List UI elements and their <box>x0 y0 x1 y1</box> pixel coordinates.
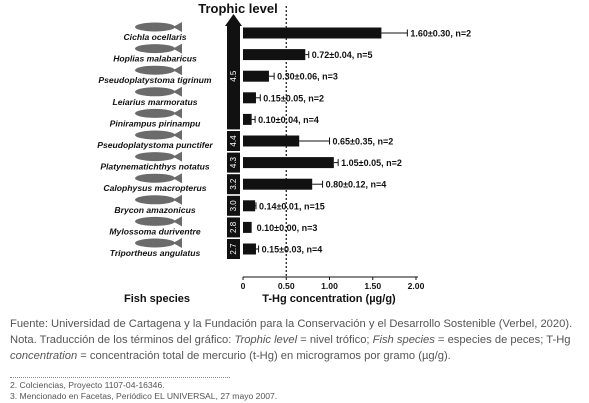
species-label: Calophysus macropterus <box>103 183 206 193</box>
fish-icon <box>135 152 175 162</box>
fish-illustrations <box>135 22 182 248</box>
fish-icon <box>135 216 175 226</box>
fish-tail-icon <box>173 194 182 205</box>
species-label: Triportheus angulatus <box>110 248 201 258</box>
data-label: 0.15±0.03, n=4 <box>262 245 323 255</box>
species-label: Hoplias malabaricus <box>113 54 197 64</box>
data-label: 0.65±0.35, n=2 <box>333 137 394 147</box>
note-def-concentration: = concentración total de mercurio (t-Hg)… <box>77 350 451 362</box>
fish-tail-icon <box>173 130 182 140</box>
species-label: Leiarius marmoratus <box>112 97 197 107</box>
trophic-level-label: 4.5 <box>229 70 238 82</box>
data-label: 0.10±0.04, n=4 <box>258 115 319 125</box>
translation-note: Nota. Traducción de los términos del grá… <box>10 332 582 364</box>
footnote-divider <box>10 377 230 378</box>
fish-icon <box>135 87 175 97</box>
mercury-chart: Trophic level Fish species T-Hg concentr… <box>97 1 471 305</box>
species-label: Pinirampus pirinampu <box>110 118 201 128</box>
note-def-species: = especies de peces; T-Hg <box>434 334 571 346</box>
x-tick-label: 0.50 <box>278 281 295 291</box>
note-term-concentration: concentration <box>10 350 78 362</box>
data-label: 0.10±0.00, n=3 <box>257 223 318 233</box>
note-term-trophic: Trophic level <box>234 334 298 346</box>
note-prefix: Nota. Traducción de los términos del grá… <box>10 334 235 346</box>
bar <box>243 178 313 190</box>
footnote-2: 2. Colciencias, Proyecto 1107-04-16346. <box>10 380 165 390</box>
x-axis: 0 0.50 1.00 1.50 2.00 <box>241 276 425 291</box>
fish-tail-icon <box>173 86 182 97</box>
trophic-level-block <box>227 131 240 151</box>
x-tick-label: 0 <box>241 281 246 291</box>
fish-icon <box>135 173 175 183</box>
trophic-level-block <box>227 152 240 173</box>
x-axis-title: T-Hg concentration (µg/g) <box>262 293 396 305</box>
species-label: Mylossoma duriventre <box>109 226 200 236</box>
data-label: 1.60±0.30, n=2 <box>410 29 471 39</box>
species-label: Cichla ocellaris <box>123 32 186 42</box>
note-term-species: Fish species <box>372 334 435 346</box>
data-label: 0.14±0.01, n=15 <box>259 201 325 211</box>
fish-icon <box>135 44 175 54</box>
bar <box>243 135 300 147</box>
x-tick-label: 1.00 <box>321 281 338 291</box>
fish-icon <box>135 108 175 118</box>
trophic-level-label: 2.8 <box>229 221 238 233</box>
fish-tail-icon <box>173 216 182 227</box>
species-label: Brycon amazonicus <box>114 205 195 215</box>
trophic-arrow-icon <box>225 14 242 26</box>
fish-tail-icon <box>173 22 182 32</box>
bar <box>243 243 256 255</box>
trophic-level-label: 4.4 <box>229 135 238 147</box>
bar <box>243 70 269 82</box>
footnotes: 2. Colciencias, Proyecto 1107-04-16346. … <box>10 380 277 402</box>
data-label: 0.80±0.12, n=4 <box>326 180 387 190</box>
trophic-level-label: 2.7 <box>229 243 238 255</box>
y-axis-title: Fish species <box>124 293 190 305</box>
fish-icon <box>135 238 175 248</box>
data-label: 1.05±0.05, n=2 <box>341 158 402 168</box>
bar <box>243 27 382 39</box>
species-labels: Cichla ocellaris Hoplias malabaricus Pseud… <box>97 32 213 258</box>
trophic-level-block <box>227 217 240 238</box>
species-label: Pseudoplatystoma tigrinum <box>98 75 212 85</box>
fish-tail-icon <box>173 151 182 162</box>
species-label: Platynematichthys notatus <box>100 162 210 172</box>
footnote-3: 3. Mencionado en Facetas, Periódico EL U… <box>10 391 278 401</box>
bar <box>243 49 306 61</box>
fish-icon <box>135 22 175 32</box>
data-label: 0.30±0.06, n=3 <box>277 72 338 82</box>
x-tick-label: 1.50 <box>364 281 381 291</box>
trophic-level-block <box>227 195 240 216</box>
fish-tail-icon <box>173 65 182 76</box>
trophic-level-strip: 4.5 4.4 4.3 3.2 3.0 2.8 2.7 <box>225 14 242 259</box>
trophic-level-label: 3.0 <box>229 200 238 212</box>
species-label: Pseudoplatystoma punctifer <box>97 140 213 150</box>
fish-tail-icon <box>173 173 182 184</box>
fish-tail-icon <box>173 238 182 248</box>
chart-title: Trophic level <box>198 1 277 16</box>
bar <box>243 157 334 169</box>
fish-icon <box>135 195 175 205</box>
bar <box>243 200 256 212</box>
bar <box>243 113 252 125</box>
fish-icon <box>135 65 175 75</box>
x-tick-label: 2.00 <box>408 281 425 291</box>
trophic-level-block <box>227 23 240 130</box>
data-label: 0.15±0.05, n=2 <box>263 93 324 103</box>
bars: 1.60±0.30, n=2 0.72±0.04, n=5 0.30±0.06, n… <box>243 27 471 255</box>
source-line: Fuente: Universidad de Cartagena y la Fu… <box>10 316 582 332</box>
trophic-level-block <box>227 174 240 195</box>
bar <box>243 221 252 233</box>
note-def-trophic: = nivel trófico; <box>297 334 373 346</box>
bar <box>243 92 256 104</box>
source-note: Fuente: Universidad de Cartagena y la Fu… <box>10 316 582 364</box>
fish-icon <box>135 130 175 140</box>
data-label: 0.72±0.04, n=5 <box>312 50 373 60</box>
trophic-level-label: 4.3 <box>229 156 238 168</box>
trophic-level-block <box>227 239 240 259</box>
source-text: Fuente: Universidad de Cartagena y la Fu… <box>10 318 573 330</box>
fish-tail-icon <box>173 43 182 54</box>
fish-tail-icon <box>173 108 182 119</box>
trophic-level-label: 3.2 <box>229 178 238 190</box>
